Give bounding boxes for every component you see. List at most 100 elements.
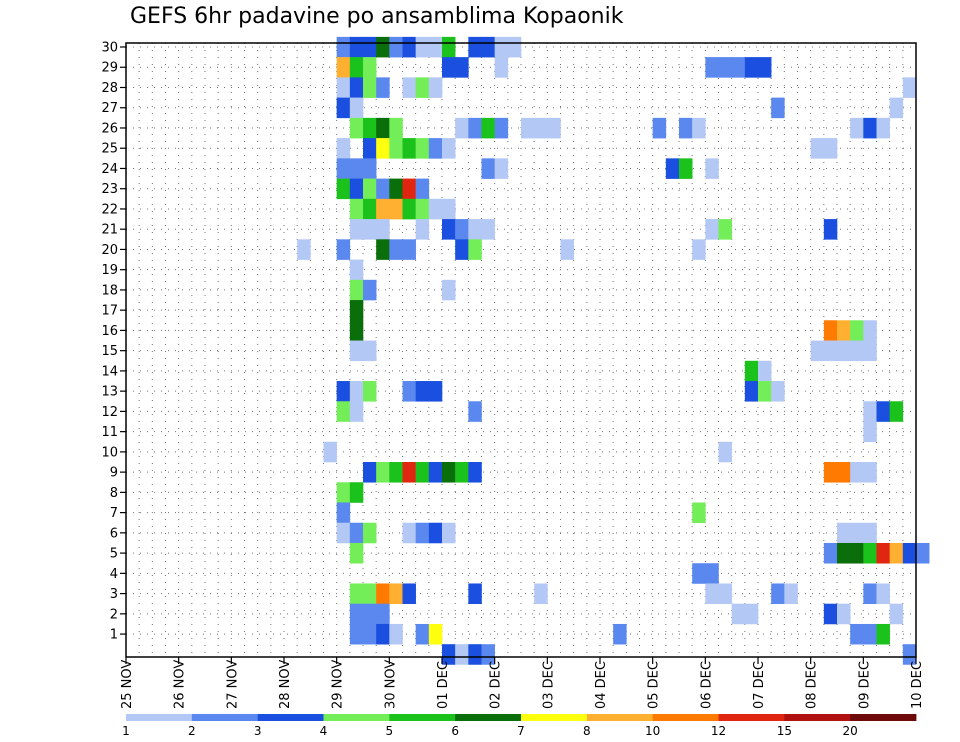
heatmap-cell bbox=[336, 57, 351, 78]
heatmap-cell bbox=[363, 77, 377, 98]
heatmap-cell bbox=[442, 522, 456, 544]
heatmap-cell bbox=[810, 340, 825, 362]
grid-lines bbox=[126, 43, 916, 657]
heatmap-cell bbox=[389, 138, 403, 159]
heatmap-cell bbox=[863, 462, 877, 483]
heatmap-cell bbox=[876, 117, 890, 139]
heatmap-cell bbox=[758, 381, 772, 402]
heatmap-cell bbox=[665, 158, 680, 179]
heatmap-cell bbox=[349, 583, 364, 605]
y-tick-label: 27 bbox=[101, 101, 118, 116]
x-tick-label: 09 DEC bbox=[857, 661, 872, 709]
x-tick-label: 10 DEC bbox=[910, 661, 925, 709]
colorbar-label: 15 bbox=[777, 724, 792, 738]
heatmap-cell bbox=[455, 219, 469, 240]
y-tick-label: 2 bbox=[110, 607, 118, 622]
heatmap-cell bbox=[349, 482, 364, 503]
heatmap-cell bbox=[363, 279, 377, 301]
heatmap-cell bbox=[837, 320, 851, 341]
heatmap-cell bbox=[863, 320, 877, 341]
colorbar-label: 7 bbox=[517, 724, 525, 738]
heatmap-cell bbox=[468, 117, 482, 139]
heatmap-cell bbox=[837, 462, 851, 483]
heatmap-cell bbox=[718, 441, 732, 463]
heatmap-cell bbox=[349, 178, 364, 200]
heatmap-cell bbox=[823, 462, 838, 483]
heatmap-cell bbox=[863, 340, 877, 362]
heatmap-cell bbox=[428, 522, 443, 544]
y-tick-label: 8 bbox=[110, 486, 118, 501]
heatmap-cell bbox=[902, 644, 917, 665]
heatmap-cell bbox=[297, 239, 311, 260]
heatmap-cell bbox=[468, 239, 482, 260]
heatmap-cell bbox=[428, 462, 443, 483]
heatmap-cell bbox=[876, 401, 890, 422]
heatmap-cell bbox=[823, 138, 838, 159]
heatmap-cell bbox=[771, 583, 785, 605]
x-tick-label: 05 DEC bbox=[647, 661, 662, 709]
colorbar-segment bbox=[455, 714, 522, 721]
x-tick-label: 01 DEC bbox=[436, 661, 451, 709]
heatmap-cell bbox=[442, 279, 456, 301]
x-tick-label: 28 NOV bbox=[278, 660, 293, 709]
heatmap-cell bbox=[402, 138, 416, 159]
heatmap-cell bbox=[442, 462, 456, 483]
heatmap-cell bbox=[349, 279, 364, 301]
heatmap-cell bbox=[402, 381, 416, 402]
heatmap-cell bbox=[376, 77, 390, 98]
heatmap-cell bbox=[837, 522, 851, 544]
heatmap-cell bbox=[349, 117, 364, 139]
heatmap-cell bbox=[850, 462, 864, 483]
heatmap-cell bbox=[428, 138, 443, 159]
x-tick-label: 27 NOV bbox=[225, 660, 240, 709]
heatmap-cell bbox=[349, 381, 364, 402]
heatmap-cell bbox=[810, 138, 825, 159]
heatmap-cell bbox=[428, 623, 443, 645]
y-tick-label: 20 bbox=[101, 243, 118, 258]
heatmap-cell bbox=[389, 198, 403, 220]
heatmap-cell bbox=[402, 522, 416, 544]
heatmap-cell bbox=[349, 542, 364, 564]
heatmap-cell bbox=[349, 320, 364, 341]
heatmap-cell bbox=[363, 583, 377, 605]
heatmap-cell bbox=[336, 502, 351, 524]
colorbar-label: 12 bbox=[711, 724, 726, 738]
x-tick-label: 30 NOV bbox=[383, 660, 398, 709]
heatmap-cell bbox=[376, 178, 390, 200]
heatmap-cell bbox=[442, 36, 456, 58]
y-tick-label: 28 bbox=[101, 81, 118, 96]
heatmap-cell bbox=[534, 117, 548, 139]
chart-title: GEFS 6hr padavine po ansamblima Kopaonik bbox=[130, 4, 624, 29]
colorbar: 1 2 3 4 5 6 7 8 10 12 15 20 bbox=[122, 714, 917, 738]
x-tick-label: 08 DEC bbox=[805, 661, 820, 709]
heatmap-cell bbox=[481, 219, 495, 240]
heatmap-cell bbox=[349, 300, 364, 321]
heatmap-cell bbox=[349, 57, 364, 78]
heatmap-cell bbox=[389, 462, 403, 483]
heatmap-cell bbox=[718, 583, 732, 605]
heatmap-cell bbox=[402, 462, 416, 483]
heatmap-cell bbox=[468, 644, 482, 665]
heatmap-cell bbox=[402, 178, 416, 200]
heatmap-cell bbox=[652, 117, 667, 139]
colorbar-segment bbox=[784, 714, 851, 721]
heatmap-cell bbox=[336, 178, 351, 200]
colorbar-segment bbox=[586, 714, 654, 721]
heatmap-cell bbox=[349, 623, 364, 645]
heatmap-cell bbox=[376, 462, 390, 483]
heatmap-cell bbox=[428, 381, 443, 402]
heatmap-cell bbox=[415, 178, 430, 200]
heatmap-cell bbox=[336, 482, 351, 503]
heatmap-cell bbox=[837, 542, 851, 564]
colorbar-segment bbox=[718, 714, 785, 721]
heatmap-cell bbox=[455, 462, 469, 483]
y-tick-label: 26 bbox=[101, 121, 118, 136]
heatmap-cell bbox=[889, 542, 904, 564]
heatmap-cell bbox=[889, 401, 904, 422]
heatmap-cell bbox=[863, 117, 877, 139]
heatmap-cell bbox=[481, 36, 495, 58]
heatmap-cell bbox=[415, 198, 430, 220]
heatmap-cell bbox=[363, 219, 377, 240]
y-tick-label: 10 bbox=[101, 445, 118, 460]
heatmap-cell bbox=[376, 36, 390, 58]
